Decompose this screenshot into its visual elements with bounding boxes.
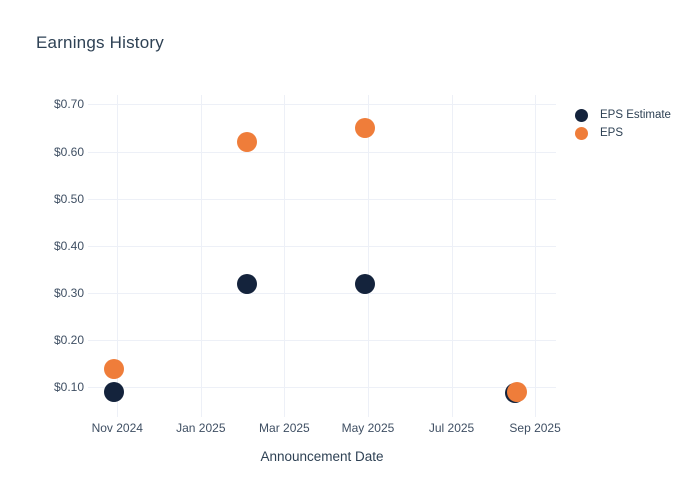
x-tick-label: Jan 2025 bbox=[176, 421, 226, 435]
eps-point[interactable] bbox=[355, 118, 376, 138]
x-gridline bbox=[284, 95, 286, 417]
x-tick-label: Nov 2024 bbox=[91, 421, 143, 435]
y-gridline bbox=[88, 245, 556, 247]
x-tick-label: May 2025 bbox=[341, 421, 395, 435]
x-gridline bbox=[451, 95, 453, 417]
y-gridline bbox=[88, 104, 556, 106]
legend-item-eps-estimate[interactable]: EPS Estimate bbox=[575, 106, 671, 124]
legend: EPS Estimate EPS bbox=[575, 106, 671, 142]
y-tick-label: $0.30 bbox=[53, 286, 84, 301]
legend-marker-icon bbox=[575, 108, 588, 122]
x-axis-title: Announcement Date bbox=[260, 449, 384, 464]
legend-label: EPS Estimate bbox=[600, 109, 671, 121]
eps-point[interactable] bbox=[236, 132, 257, 153]
x-gridline bbox=[117, 95, 119, 417]
x-gridline bbox=[367, 95, 369, 417]
eps-point[interactable] bbox=[507, 381, 528, 402]
x-tick-label: Sep 2025 bbox=[509, 421, 561, 435]
y-tick-label: $0.50 bbox=[53, 191, 84, 206]
eps-estimate-point[interactable] bbox=[236, 273, 257, 294]
y-tick-label: $0.10 bbox=[53, 380, 84, 395]
y-gridline bbox=[88, 151, 556, 153]
x-tick-label: Mar 2025 bbox=[259, 421, 310, 435]
chart-title: Earnings History bbox=[36, 33, 164, 52]
y-tick-label: $0.40 bbox=[53, 238, 84, 253]
eps-point[interactable] bbox=[104, 358, 125, 379]
x-gridline bbox=[535, 95, 537, 417]
legend-item-eps[interactable]: EPS bbox=[575, 124, 671, 142]
eps-estimate-point[interactable] bbox=[104, 382, 125, 403]
legend-marker-icon bbox=[575, 126, 588, 140]
y-gridline bbox=[88, 293, 556, 295]
eps-estimate-point[interactable] bbox=[355, 273, 376, 294]
legend-label: EPS bbox=[600, 127, 624, 139]
x-gridline bbox=[200, 95, 202, 417]
y-tick-label: $0.20 bbox=[53, 333, 84, 348]
y-tick-label: $0.70 bbox=[53, 97, 84, 112]
y-gridline bbox=[88, 340, 556, 342]
x-tick-label: Jul 2025 bbox=[428, 421, 475, 435]
y-tick-label: $0.60 bbox=[53, 144, 84, 159]
y-gridline bbox=[88, 198, 556, 200]
y-gridline bbox=[88, 387, 556, 389]
